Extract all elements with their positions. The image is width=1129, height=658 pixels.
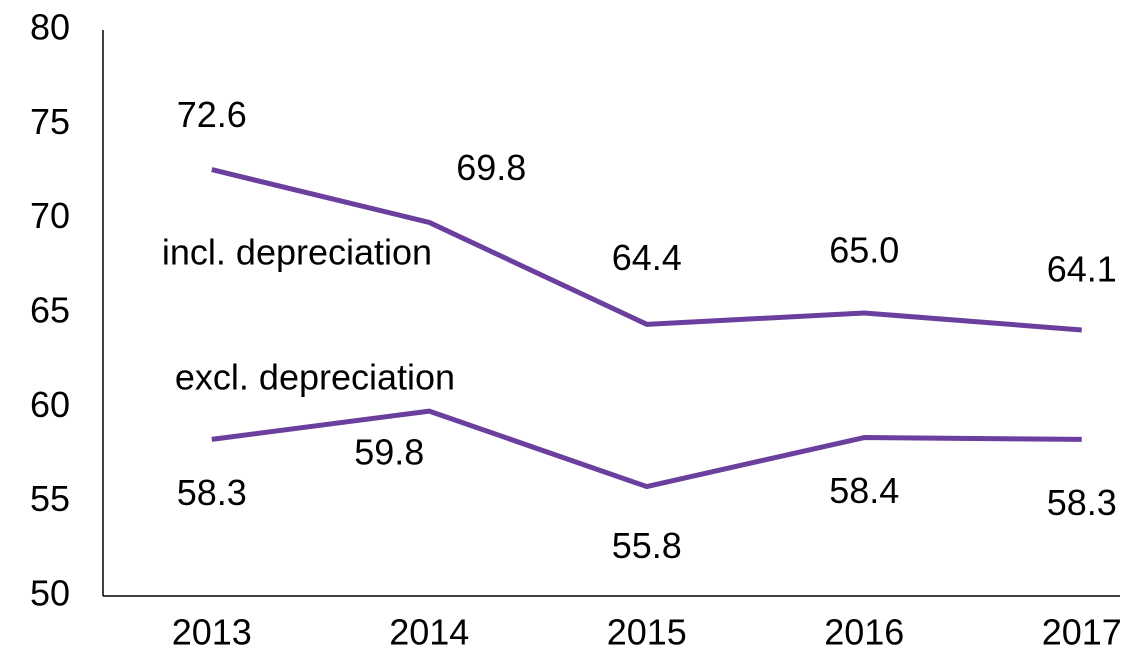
- data-label: 64.4: [612, 237, 682, 278]
- data-label: 55.8: [612, 525, 682, 566]
- data-label: 72.6: [177, 94, 247, 135]
- y-tick-label: 80: [30, 7, 70, 48]
- line-series: [211, 408, 1082, 490]
- y-tick-label: 75: [30, 101, 70, 142]
- data-label: 58.3: [177, 472, 247, 513]
- line-series: [211, 167, 1082, 333]
- data-label: 64.1: [1047, 248, 1117, 289]
- x-tick-label: 2014: [389, 612, 469, 653]
- x-tick-label: 2016: [824, 612, 904, 653]
- series-label: excl. depreciation: [175, 357, 455, 398]
- data-label: 59.8: [354, 432, 424, 473]
- series-label: incl. depreciation: [162, 232, 432, 273]
- x-tick-label: 2015: [607, 612, 687, 653]
- y-tick-label: 65: [30, 290, 70, 331]
- x-tick-label: 2017: [1042, 612, 1122, 653]
- data-label: 58.4: [829, 470, 899, 511]
- data-label: 58.3: [1047, 482, 1117, 523]
- data-label: 65.0: [829, 230, 899, 271]
- y-tick-label: 50: [30, 573, 70, 614]
- y-tick-label: 70: [30, 195, 70, 236]
- x-tick-label: 2013: [172, 612, 252, 653]
- y-tick-label: 55: [30, 478, 70, 519]
- y-tick-label: 60: [30, 384, 70, 425]
- data-label: 69.8: [456, 147, 526, 188]
